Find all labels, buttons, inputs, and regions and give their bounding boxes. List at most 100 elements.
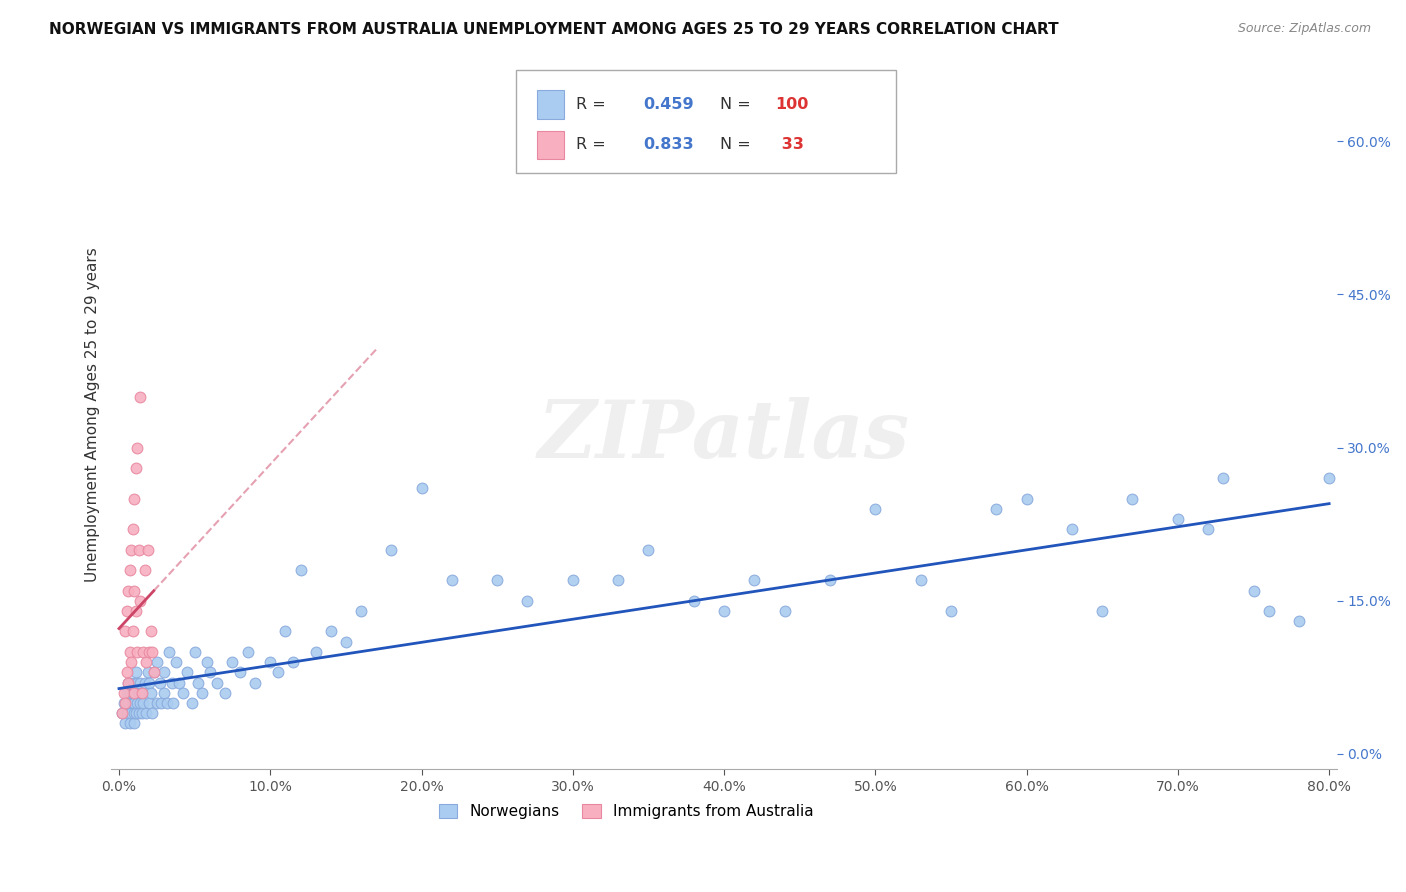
Point (111, 706, 134, 720)
Point (207, 675, 229, 690)
Point (160, 675, 183, 690)
Point (157, 645, 180, 659)
Point (128, 542, 150, 557)
Point (319, 624, 342, 639)
Point (153, 686, 176, 700)
Point (1060, 522, 1083, 536)
Point (127, 645, 149, 659)
Point (136, 665, 159, 680)
Point (281, 655, 304, 669)
Text: 100: 100 (776, 97, 808, 112)
Point (117, 696, 139, 710)
Point (115, 665, 138, 680)
Point (129, 696, 152, 710)
Y-axis label: Unemployment Among Ages 25 to 29 years: Unemployment Among Ages 25 to 29 years (86, 247, 100, 582)
Point (166, 655, 188, 669)
Point (122, 686, 145, 700)
Point (124, 706, 146, 720)
Point (112, 686, 135, 700)
Point (115, 604, 138, 618)
Point (142, 665, 165, 680)
Point (440, 574, 463, 588)
Point (141, 645, 163, 659)
Point (180, 696, 202, 710)
Point (195, 655, 218, 669)
Point (141, 706, 163, 720)
Point (132, 696, 155, 710)
Point (162, 696, 184, 710)
Point (939, 604, 962, 618)
Text: 0.833: 0.833 (643, 137, 693, 153)
Point (135, 706, 157, 720)
Point (124, 665, 146, 680)
Point (136, 542, 159, 557)
Point (124, 461, 146, 475)
Point (713, 604, 735, 618)
Point (910, 574, 932, 588)
Point (138, 696, 160, 710)
Point (274, 624, 297, 639)
Point (120, 706, 142, 720)
Point (198, 665, 221, 680)
Point (267, 665, 290, 680)
Point (335, 634, 357, 648)
Point (121, 686, 143, 700)
Point (742, 574, 765, 588)
Point (221, 655, 243, 669)
Point (1212, 471, 1234, 485)
Point (142, 665, 165, 680)
Point (350, 604, 373, 618)
Point (132, 645, 155, 659)
Point (122, 491, 145, 506)
Point (120, 542, 142, 557)
Text: R =: R = (576, 137, 610, 153)
Text: N =: N = (720, 97, 751, 112)
Point (138, 675, 160, 690)
Point (120, 655, 142, 669)
Text: N =: N = (720, 137, 751, 153)
Point (1091, 604, 1114, 618)
Point (516, 594, 538, 608)
Point (1288, 614, 1310, 628)
Point (150, 696, 173, 710)
Point (637, 542, 659, 557)
Point (259, 655, 281, 669)
Point (1015, 491, 1038, 506)
Point (115, 686, 138, 700)
Point (117, 583, 139, 598)
Point (127, 675, 149, 690)
Point (120, 675, 142, 690)
Point (122, 686, 145, 700)
Point (138, 645, 160, 659)
Point (114, 716, 136, 731)
Point (128, 686, 150, 700)
Point (156, 696, 179, 710)
Point (236, 645, 259, 659)
Point (561, 574, 583, 588)
Point (131, 686, 153, 700)
Point (131, 686, 153, 700)
Text: ZIPatlas: ZIPatlas (538, 397, 910, 475)
Point (127, 441, 149, 455)
Point (214, 686, 236, 700)
Text: 0.459: 0.459 (643, 97, 693, 112)
Point (1197, 522, 1219, 536)
Point (115, 706, 138, 720)
Point (129, 675, 152, 690)
Point (122, 675, 145, 690)
Point (682, 594, 704, 608)
Point (121, 522, 143, 536)
Point (122, 706, 145, 720)
Point (176, 665, 198, 680)
Text: NORWEGIAN VS IMMIGRANTS FROM AUSTRALIA UNEMPLOYMENT AMONG AGES 25 TO 29 YEARS CO: NORWEGIAN VS IMMIGRANTS FROM AUSTRALIA U… (49, 22, 1059, 37)
Point (146, 696, 169, 710)
Point (139, 624, 162, 639)
Point (146, 655, 169, 669)
Point (118, 645, 141, 659)
Point (139, 686, 162, 700)
Point (134, 675, 156, 690)
Point (134, 563, 156, 577)
Point (129, 390, 152, 404)
Point (122, 583, 145, 598)
Point (117, 675, 139, 690)
